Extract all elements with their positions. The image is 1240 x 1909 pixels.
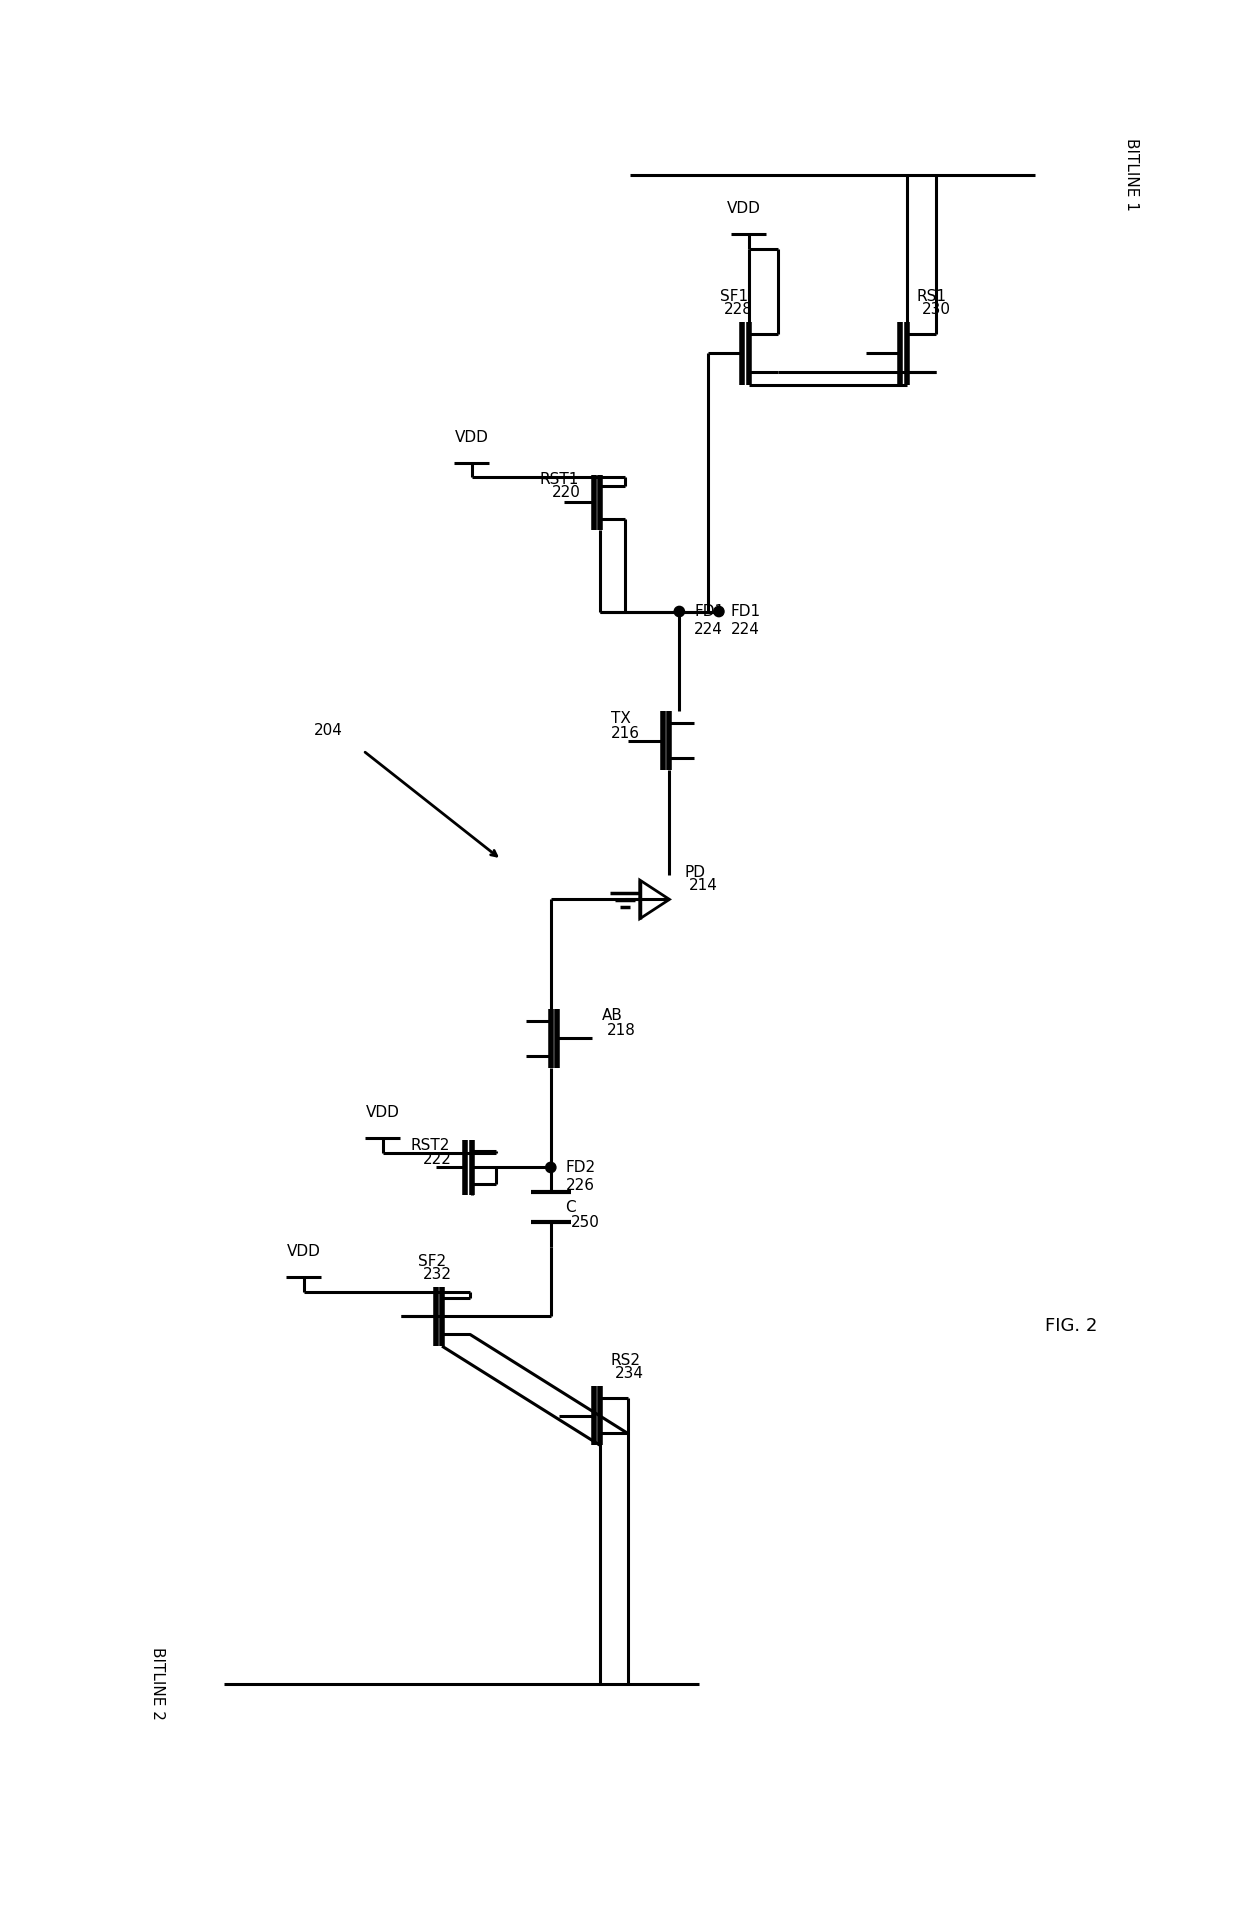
Text: 224: 224 bbox=[730, 622, 760, 638]
Text: FIG. 2: FIG. 2 bbox=[1045, 1317, 1097, 1334]
Text: AB: AB bbox=[601, 1008, 622, 1023]
Text: 204: 204 bbox=[314, 724, 343, 739]
Text: 220: 220 bbox=[552, 485, 580, 500]
Text: 222: 222 bbox=[423, 1153, 453, 1168]
Circle shape bbox=[546, 1163, 556, 1172]
Text: SF2: SF2 bbox=[418, 1254, 446, 1269]
Text: VDD: VDD bbox=[366, 1105, 399, 1121]
Text: SF1: SF1 bbox=[719, 288, 748, 304]
Text: FD2: FD2 bbox=[565, 1161, 595, 1174]
Text: RS1: RS1 bbox=[916, 288, 946, 304]
Text: RS2: RS2 bbox=[610, 1353, 640, 1369]
Text: 224: 224 bbox=[694, 622, 723, 638]
Text: FD1: FD1 bbox=[694, 603, 724, 619]
Text: RST2: RST2 bbox=[410, 1138, 450, 1153]
Text: 228: 228 bbox=[724, 302, 753, 317]
Circle shape bbox=[675, 607, 684, 617]
Text: 250: 250 bbox=[570, 1214, 599, 1229]
Text: 230: 230 bbox=[921, 302, 951, 317]
Text: 232: 232 bbox=[423, 1266, 451, 1281]
Text: 234: 234 bbox=[615, 1365, 644, 1380]
Text: BITLINE 2: BITLINE 2 bbox=[150, 1647, 165, 1720]
Text: PD: PD bbox=[684, 865, 706, 880]
Text: VDD: VDD bbox=[455, 430, 489, 445]
Text: 218: 218 bbox=[606, 1023, 636, 1038]
Text: FD1: FD1 bbox=[730, 603, 761, 619]
Text: 216: 216 bbox=[611, 725, 640, 741]
Text: 214: 214 bbox=[689, 878, 718, 893]
Text: 226: 226 bbox=[565, 1178, 595, 1193]
Text: BITLINE 1: BITLINE 1 bbox=[1125, 137, 1140, 212]
Text: RST1: RST1 bbox=[539, 472, 579, 487]
Circle shape bbox=[714, 607, 724, 617]
Text: VDD: VDD bbox=[727, 202, 760, 216]
Text: TX: TX bbox=[610, 710, 630, 725]
Text: C: C bbox=[565, 1199, 577, 1214]
Text: VDD: VDD bbox=[286, 1245, 320, 1258]
